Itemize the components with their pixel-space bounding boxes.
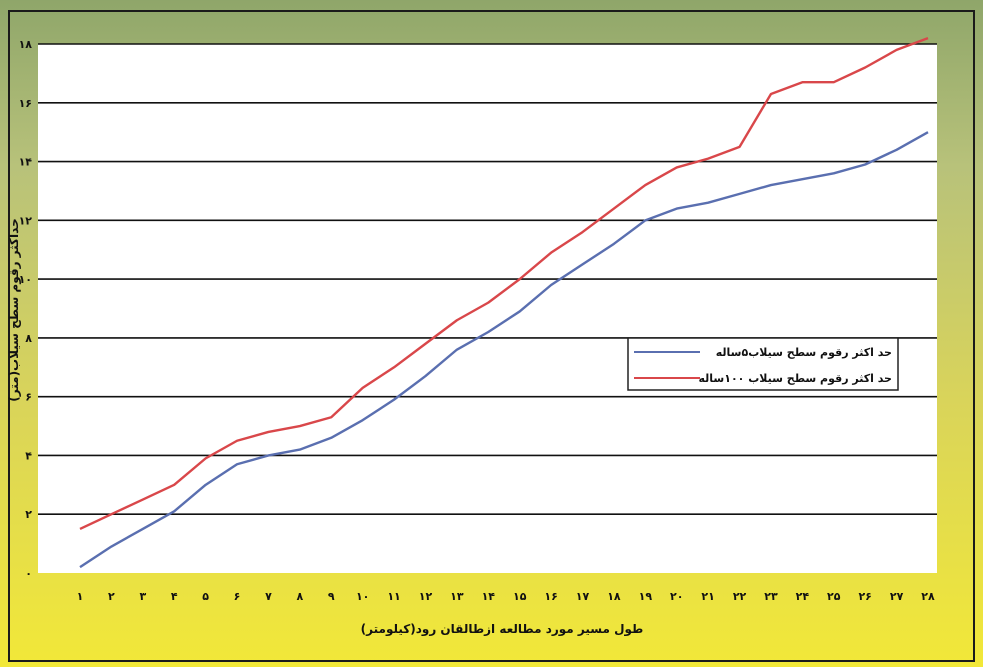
y-tick-label: ۱۰	[19, 273, 32, 286]
y-tick-label: ۱۲	[19, 214, 33, 227]
x-tick-label: ۲۰	[670, 590, 683, 603]
x-tick-label: ۱۵	[513, 590, 527, 603]
x-tick-label: ۲	[108, 590, 115, 603]
x-tick-label: ۱۷	[576, 590, 590, 603]
x-tick-label: ۱۱	[387, 590, 400, 603]
x-tick-label: ۸	[296, 590, 303, 603]
x-tick-label: ۵	[202, 590, 209, 603]
y-tick-label: ۶	[25, 391, 32, 404]
x-tick-label: ۲۲	[733, 590, 747, 603]
legend-label-100yr: حد اکثر رقوم سطح سیلاب ۱۰۰ساله	[698, 372, 892, 385]
x-tick-label: ۲۵	[827, 590, 841, 603]
x-axis-title: طول مسیر مورد مطالعه ازطالقان رود(کیلومت…	[361, 622, 644, 637]
x-tick-label: ۲۴	[796, 590, 810, 603]
x-tick-label: ۹	[328, 590, 335, 603]
y-tick-label: ۲	[25, 508, 32, 521]
legend-label-5yr: حد اکثر رقوم سطح سیلاب۵ساله	[716, 346, 892, 359]
y-tick-label: ۱۶	[19, 97, 32, 110]
x-tick-label: ۲۸	[921, 590, 935, 603]
legend-box	[627, 337, 899, 391]
gridlines	[38, 43, 937, 516]
y-tick-label: ۱۸	[19, 38, 33, 51]
y-tick-label: ۸	[25, 332, 32, 345]
x-tick-label: ۶	[234, 590, 241, 603]
x-tick-label: ۱۴	[482, 590, 496, 603]
y-tick-label: ۰	[25, 567, 32, 580]
series-line-5yr	[79, 131, 929, 569]
series-line-100yr	[79, 36, 929, 531]
x-tick-label: ۲۶	[858, 590, 871, 603]
x-tick-label: ۴	[171, 590, 178, 603]
y-axis-title: حداکثر رقوم سطح سیلاب(متر)	[7, 218, 22, 401]
outer-border	[8, 10, 975, 662]
x-tick-label: ۱۶	[544, 590, 557, 603]
x-tick-label: ۲۱	[701, 590, 714, 603]
x-tick-label: ۱۳	[450, 590, 464, 603]
legend: حد اکثر رقوم سطح سیلاب۵ساله حد اکثر رقوم…	[627, 337, 899, 391]
y-tick-labels: ۰ ۲ ۴ ۶ ۸ ۱۰ ۱۲ ۱۴ ۱۶ ۱۸	[19, 38, 33, 580]
x-tick-label: ۲۷	[890, 590, 904, 603]
x-tick-label: ۳	[139, 590, 146, 603]
y-tick-label: ۱۴	[19, 156, 33, 169]
x-tick-label: ۷	[265, 590, 272, 603]
x-tick-label: ۱۲	[419, 590, 433, 603]
x-tick-label: ۱	[77, 590, 84, 603]
series-lines	[79, 36, 929, 569]
x-tick-label: ۱۹	[639, 590, 653, 603]
x-tick-label: ۲۳	[764, 590, 778, 603]
x-tick-labels: ۱ ۲ ۳ ۴ ۵ ۶ ۷ ۸ ۹ ۱۰ ۱۱ ۱۲ ۱۳ ۱۴ ۱۵ ۱۶ ۱۷ ۱۸ ۱۹ ۲۰ ۲۱ ۲۲ ۲۳ ۲۴ ۲…	[77, 590, 935, 603]
x-tick-label: ۱۸	[607, 590, 621, 603]
plot-area	[38, 44, 937, 573]
x-tick-label: ۱۰	[356, 590, 369, 603]
y-tick-label: ۴	[25, 449, 32, 462]
